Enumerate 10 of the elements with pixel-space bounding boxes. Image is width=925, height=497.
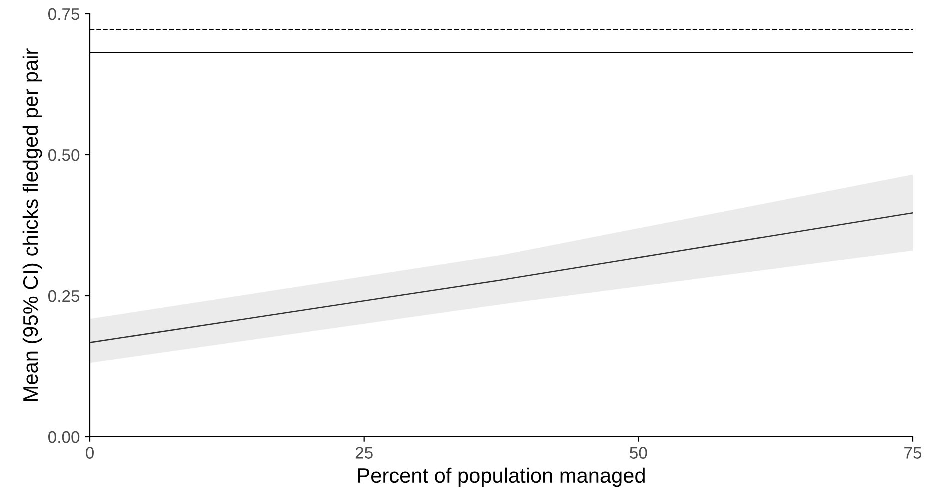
y-tick-label: 0.00 [48,431,80,444]
y-tick-label: 0.25 [48,290,80,302]
y-tick-label: 0.75 [48,8,80,20]
x-tick-label: 75 [904,447,922,459]
x-tick-label: 50 [630,447,648,459]
y-axis-title: Mean (95% CI) chicks fledged per pair [22,48,42,401]
x-tick-label: 25 [356,447,373,459]
x-tick-label: 0 [86,447,94,459]
y-tick-label: 0.50 [48,149,80,162]
x-axis-title: Percent of population managed [358,468,645,488]
